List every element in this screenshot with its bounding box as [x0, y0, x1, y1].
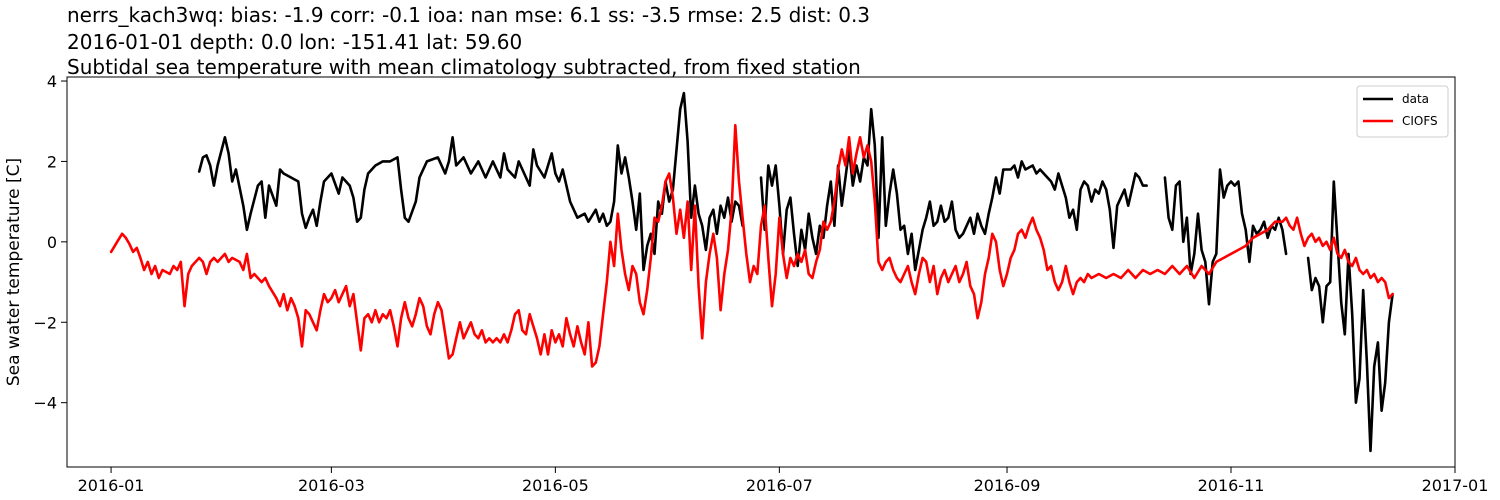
axes-layer: 2016-01 2016-03 2016-05 2016-07 2016-09 2016-… — [33, 72, 1488, 495]
series-data-line-segment-3 — [1306, 180, 1394, 453]
series-data-line-segment-1 — [759, 107, 1148, 272]
chart-title-description: Subtidal sea temperature with mean clima… — [67, 55, 861, 79]
y-tick-label: −4 — [33, 394, 57, 413]
y-tick-label: 0 — [47, 233, 57, 252]
y-tick-label: 4 — [47, 72, 57, 91]
x-tick-label: 2016-05 — [522, 476, 589, 495]
legend-label-data: data — [1402, 92, 1429, 106]
x-tick-label: 2016-03 — [298, 476, 365, 495]
legend-label-ciofs: CIOFS — [1402, 114, 1438, 128]
y-axis-label: Sea water temperature [C] — [4, 158, 24, 386]
plot-frame — [66, 76, 1456, 468]
series-data-line-segment-0 — [197, 91, 744, 272]
series-ciofs-line-segment-0 — [109, 123, 1394, 368]
legend: data CIOFS — [1356, 85, 1449, 138]
series-layer — [109, 91, 1394, 453]
y-tick-label: 2 — [47, 152, 57, 171]
chart-title-station-info: 2016-01-01 depth: 0.0 lon: -151.41 lat: … — [67, 30, 523, 54]
x-tick-label: 2017-01 — [1422, 476, 1489, 495]
x-tick-label: 2016-07 — [746, 476, 813, 495]
chart-title-stats: nerrs_kach3wq: bias: -1.9 corr: -0.1 ioa… — [67, 3, 871, 27]
x-tick-label: 2016-11 — [1198, 476, 1265, 495]
y-tick-label: −2 — [33, 313, 57, 332]
x-tick-label: 2016-09 — [974, 476, 1041, 495]
series-data-line-segment-2 — [1163, 168, 1288, 306]
x-tick-label: 2016-01 — [78, 476, 145, 495]
